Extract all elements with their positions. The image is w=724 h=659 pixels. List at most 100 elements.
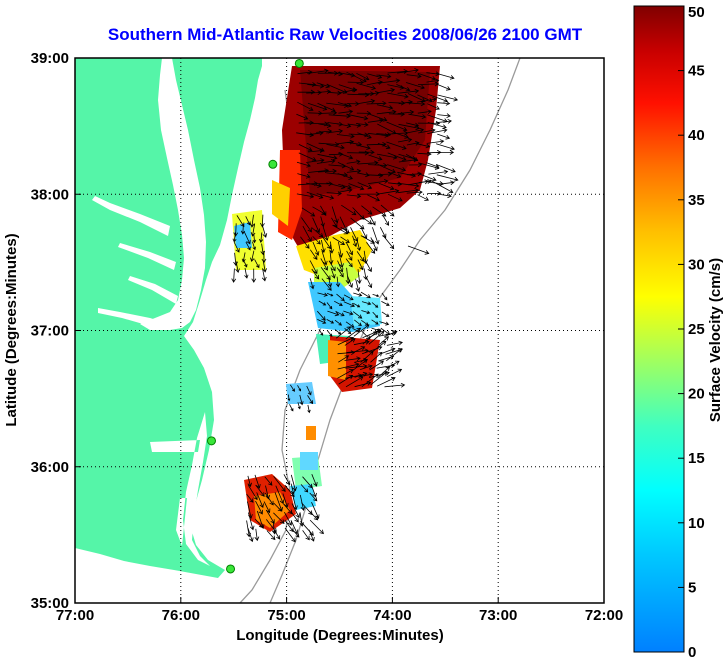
velocity-arrow [326,292,334,297]
velocity-arrow [347,79,364,85]
velocity-arrow [417,194,429,201]
velocity-arrow [377,171,393,177]
velocity-arrow [283,474,291,486]
velocity-arrow [368,162,388,168]
velocity-arrow [357,132,372,139]
velocity-arrow [338,355,350,363]
radar-site-marker [294,58,304,68]
velocity-arrow [356,269,362,285]
velocity-arrow [337,173,354,180]
velocity-arrow [346,101,360,107]
velocity-arrow [388,171,402,178]
velocity-patch-hatteras-orange [254,492,290,528]
velocity-arrow [326,302,333,310]
velocity-arrow [311,484,317,498]
velocity-arrow [377,142,391,150]
x-tick-label: 73:00 [479,607,517,624]
x-tick-label: 72:00 [585,607,623,624]
velocity-arrow [405,82,425,90]
velocity-arrow [343,310,354,316]
colorbar-tick-label: 50 [688,4,705,21]
velocity-arrow [366,100,387,106]
velocity-arrow [296,132,315,138]
velocity-arrow [335,276,341,288]
velocity-arrow [353,346,366,353]
velocity-arrow [379,321,390,326]
velocity-arrow [328,151,344,157]
velocity-arrow [387,181,403,187]
velocity-arrow [370,351,383,363]
velocity-arrow [406,122,420,128]
velocity-arrow [291,503,300,519]
velocity-arrow [244,231,251,245]
velocity-patch-delaware-yellow [272,180,290,226]
velocity-arrow [352,302,361,308]
colorbar-ticks: 0 5 10 15 20 25 30 35 40 45 50 [678,4,705,659]
velocity-arrow [427,128,448,134]
velocity-arrow [416,97,437,103]
y-tick-label: 36:00 [31,459,69,476]
velocity-arrow [296,161,311,168]
velocity-arrow [233,223,239,237]
velocity-arrow [337,152,354,160]
velocity-arrow [386,368,403,378]
velocity-arrow [301,217,312,233]
velocity-arrow [347,150,370,156]
velocity-arrow [417,109,432,115]
velocity-arrow [231,268,237,283]
velocity-arrow [300,236,310,249]
velocity-arrow [345,258,353,268]
velocity-arrow [326,83,348,94]
velocity-arrow [426,139,445,144]
velocity-arrow [262,260,267,273]
velocity-arrow [335,310,345,317]
velocity-arrow [435,118,452,124]
velocity-arrow [418,179,432,184]
velocity-arrow [358,98,376,104]
velocity-arrow [338,251,344,268]
velocity-arrow [377,78,401,84]
velocity-arrow [317,153,338,161]
velocity-arrow [337,102,352,108]
x-axis-label: Longitude (Degrees:Minutes) [236,627,444,644]
velocity-arrow [397,68,419,74]
velocity-arrow [242,259,248,268]
colorbar-tick-label: 20 [688,386,705,403]
velocity-arrow [297,385,301,392]
map-grid [75,58,604,603]
velocity-arrow [346,113,369,121]
velocity-arrow [337,350,356,356]
velocity-arrow [365,276,373,289]
chesapeake-bay [140,58,206,330]
velocity-arrow [233,241,240,253]
velocity-arrow [261,268,267,282]
velocity-arrow [384,382,406,388]
velocity-arrow [345,242,354,256]
velocity-arrow [309,249,318,260]
velocity-arrow [273,502,283,512]
x-tick-label: 77:00 [56,607,94,624]
velocity-arrow [361,373,379,388]
velocity-arrow [353,324,370,337]
velocity-arrow [360,235,376,244]
velocity-arrow [297,173,311,179]
velocity-arrow [247,527,254,543]
radar-site-marker [206,436,216,446]
velocity-arrow [359,364,373,370]
velocity-arrow [240,224,246,235]
velocity-arrow [386,348,403,362]
velocity-arrow [367,194,380,202]
velocity-arrow [298,82,317,87]
velocity-arrow [245,241,251,251]
colorbar-tick-label: 15 [688,450,705,467]
velocity-arrow [299,394,304,406]
velocity-arrow [356,251,365,262]
velocity-arrow [346,159,361,165]
velocity-arrow [362,330,378,345]
velocity-arrow [317,292,328,297]
velocity-arrow [309,492,318,502]
velocity-arrow [299,494,306,511]
velocity-arrow [437,193,452,199]
velocity-arrow [250,223,256,237]
velocity-arrow [298,144,313,152]
